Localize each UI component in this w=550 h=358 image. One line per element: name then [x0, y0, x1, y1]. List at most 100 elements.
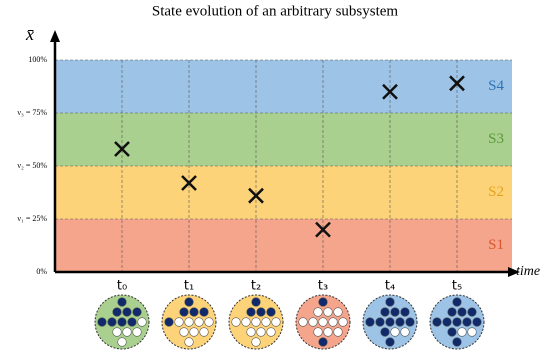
state-dot — [457, 307, 467, 317]
state-dot — [380, 327, 390, 337]
state-dot — [256, 327, 266, 337]
marker-cross — [315, 221, 331, 238]
state-dot — [184, 337, 194, 347]
state-dot — [447, 307, 457, 317]
state-dot — [194, 317, 204, 327]
state-dot — [447, 327, 457, 337]
state-dot — [189, 327, 199, 337]
state-dot — [405, 317, 415, 327]
marker-cross — [248, 187, 264, 204]
y-tick-label: ν₁ = 25% — [17, 214, 47, 223]
state-dot — [385, 297, 395, 307]
marker — [449, 75, 465, 92]
band-label: S2 — [488, 184, 504, 200]
state-dot — [328, 317, 338, 327]
state-dot — [112, 307, 122, 317]
state-dot — [462, 317, 472, 327]
state-dot — [452, 297, 462, 307]
y-tick-label: 100% — [28, 55, 47, 64]
state-dot — [318, 297, 328, 307]
x-tick-label: t₃ — [318, 279, 328, 294]
state-dot — [385, 337, 395, 347]
state-dot — [380, 307, 390, 317]
state-dot — [122, 327, 132, 337]
state-dot — [256, 307, 266, 317]
state-dot — [112, 327, 122, 337]
state-dot — [365, 317, 375, 327]
band-label: S4 — [488, 78, 504, 94]
state-dot — [452, 337, 462, 347]
y-tick-label: 0% — [36, 267, 47, 276]
state-dot — [231, 317, 241, 327]
state-dot — [333, 307, 343, 317]
state-band — [55, 60, 512, 113]
marker — [382, 83, 398, 100]
state-dot — [241, 317, 251, 327]
state-dot — [117, 297, 127, 307]
marker-cross — [181, 175, 197, 191]
x-tick-label: t₀ — [117, 279, 127, 294]
x-tick-label: t₅ — [452, 279, 462, 294]
state-dot — [323, 307, 333, 317]
y-axis-label: x̄ — [25, 24, 34, 44]
state-dot — [127, 317, 137, 327]
band-label: S1 — [488, 237, 504, 253]
marker-cross — [382, 83, 398, 100]
state-circle — [161, 294, 217, 350]
state-band — [55, 219, 512, 272]
y-arrow — [50, 30, 60, 42]
state-dot — [375, 317, 385, 327]
state-band — [55, 113, 512, 166]
state-dot — [164, 317, 174, 327]
state-dot — [318, 337, 328, 347]
state-dot — [137, 317, 147, 327]
state-dot — [385, 317, 395, 327]
state-dot — [452, 317, 462, 327]
state-dot — [174, 317, 184, 327]
state-dot — [97, 317, 107, 327]
state-dot — [467, 327, 477, 337]
state-dot — [338, 317, 348, 327]
state-dot — [442, 317, 452, 327]
state-dot — [308, 317, 318, 327]
x-tick-label: t₂ — [251, 279, 261, 294]
state-dot — [472, 317, 482, 327]
state-dot — [251, 297, 261, 307]
y-tick-label: ν₂ = 50% — [17, 161, 47, 170]
state-dot — [313, 327, 323, 337]
state-dot — [184, 297, 194, 307]
state-dot — [184, 317, 194, 327]
state-dot — [298, 317, 308, 327]
state-dot — [132, 327, 142, 337]
state-circle — [429, 294, 485, 350]
state-dot — [323, 327, 333, 337]
state-dot — [122, 307, 132, 317]
state-dot — [246, 327, 256, 337]
state-dot — [400, 307, 410, 317]
state-dot — [251, 317, 261, 327]
x-tick-label: t₁ — [184, 279, 194, 294]
state-dot — [246, 307, 256, 317]
state-dot — [266, 307, 276, 317]
x-axis-label: time — [516, 264, 540, 279]
state-circle — [295, 294, 351, 350]
state-dot — [390, 307, 400, 317]
marker — [181, 175, 197, 191]
state-dot — [432, 317, 442, 327]
state-dot — [199, 327, 209, 337]
state-dot — [204, 317, 214, 327]
state-circle — [362, 294, 418, 350]
state-dot — [400, 327, 410, 337]
state-circle — [94, 294, 150, 350]
x-arrow — [508, 267, 520, 277]
state-circle — [228, 294, 284, 350]
state-dot — [179, 327, 189, 337]
chart-title: State evolution of an arbitrary subsyste… — [152, 3, 399, 19]
state-dot — [189, 307, 199, 317]
marker — [114, 141, 130, 157]
state-dot — [199, 307, 209, 317]
state-dot — [457, 327, 467, 337]
marker — [248, 187, 264, 204]
x-tick-label: t₄ — [385, 279, 395, 294]
